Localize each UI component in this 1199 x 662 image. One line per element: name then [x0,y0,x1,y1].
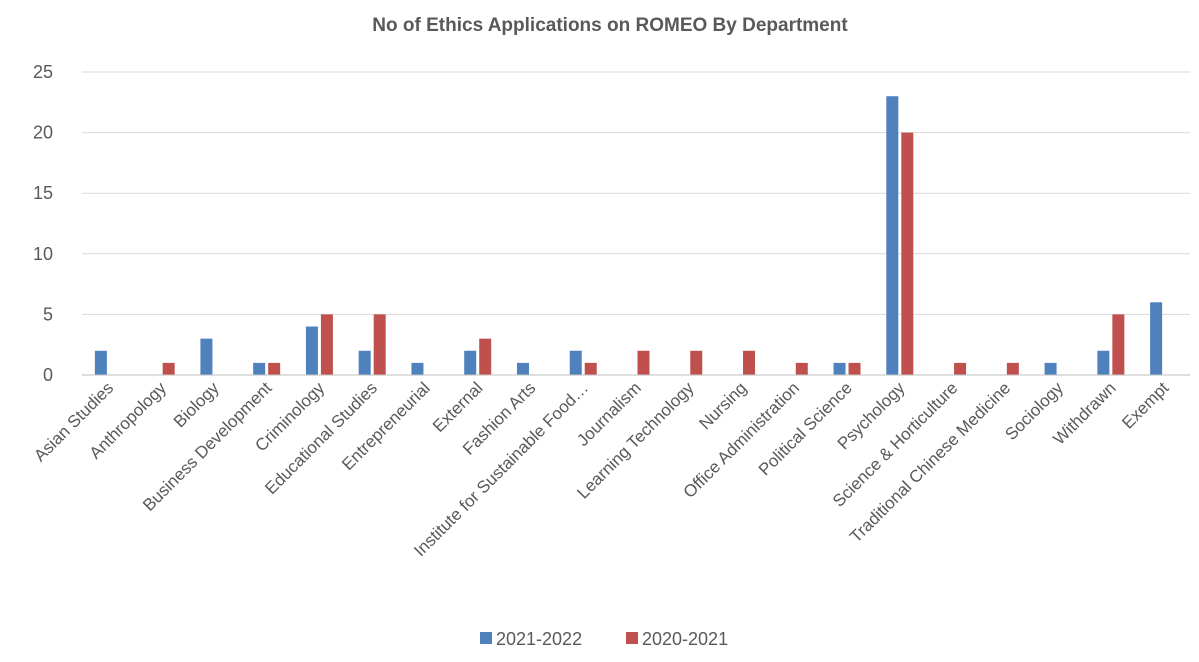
bar-series1 [411,362,424,375]
bar-series2 [637,350,650,375]
bar-series2 [901,132,914,375]
bar-series2 [743,350,756,375]
y-axis-ticks: 0 5 10 15 20 25 [33,62,53,385]
bar-series2 [162,362,175,375]
bar-series2 [584,362,597,375]
y-tick-label: 20 [33,123,53,143]
bar-series1 [94,350,107,375]
y-tick-label: 25 [33,62,53,82]
bar-series1 [516,362,529,375]
y-tick-label: 15 [33,183,53,203]
bar-series1 [253,362,266,375]
bars [94,96,1163,376]
legend-label: 2020-2021 [642,629,728,649]
y-tick-label: 10 [33,244,53,264]
bar-series2 [268,362,281,375]
chart-title: No of Ethics Applications on ROMEO By De… [372,15,848,36]
legend-swatch [626,632,638,644]
bar-series1 [1097,350,1110,375]
x-category-label: Biology [170,378,223,431]
bar-series2 [320,314,333,375]
bar-series1 [464,350,477,375]
bar-series2 [848,362,861,375]
gridlines [82,71,1190,315]
x-category-label: Exempt [1118,378,1172,432]
bar-series1 [886,96,899,376]
bar-series2 [1112,314,1125,375]
bar-series1 [1044,362,1057,375]
bar-series2 [1006,362,1019,375]
legend-swatch [480,632,492,644]
y-tick-label: 0 [43,365,53,385]
bar-series2 [795,362,808,375]
legend-label: 2021-2022 [496,629,582,649]
bar-series2 [479,338,492,375]
bar-series1 [833,362,846,375]
bar-series1 [358,350,371,375]
y-tick-label: 5 [43,304,53,324]
legend: 2021-2022 2020-2021 [480,629,728,649]
bar-series2 [373,314,386,375]
bar-series1 [1150,302,1163,375]
bar-series2 [954,362,967,375]
bar-series2 [690,350,703,375]
bar-series1 [305,326,318,375]
bar-series1 [200,338,213,375]
x-category-label: Political Science [755,378,856,479]
bar-series1 [569,350,582,375]
